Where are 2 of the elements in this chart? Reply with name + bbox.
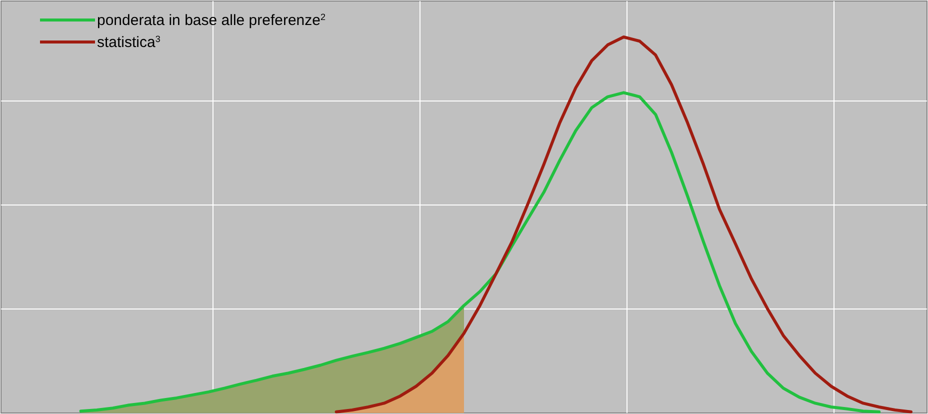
- legend-label: ponderata in base alle preferenze$^{2}$: [97, 12, 326, 29]
- legend-label: statistica$^{3}$: [97, 34, 160, 51]
